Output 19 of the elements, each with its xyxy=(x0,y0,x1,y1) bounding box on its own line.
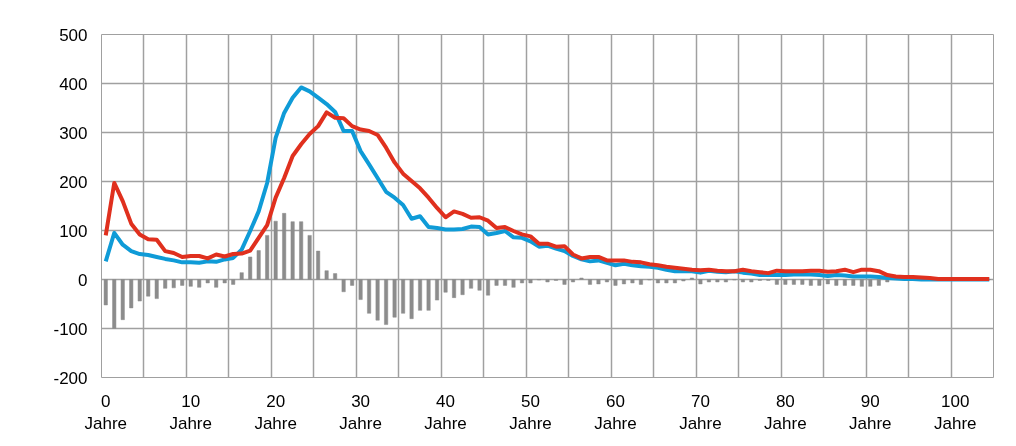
x-tick-label: 20 Jahre xyxy=(254,391,297,434)
y-tick-label: -100 xyxy=(53,319,88,339)
y-tick-label: 0 xyxy=(78,270,88,290)
x-tick-label: 90 Jahre xyxy=(849,391,892,434)
x-tick-label: 50 Jahre xyxy=(509,391,552,434)
y-tick-label: 200 xyxy=(59,172,88,192)
y-tick-label: 400 xyxy=(59,74,88,94)
x-tick-label: 100 Jahre xyxy=(934,391,977,434)
x-tick-label: 30 Jahre xyxy=(339,391,382,434)
y-tick-label: 500 xyxy=(59,25,88,45)
y-tick-label: -200 xyxy=(53,368,88,388)
x-tick-label: 10 Jahre xyxy=(169,391,212,434)
x-tick-label: 0 Jahre xyxy=(84,391,128,434)
x-tick-label: 40 Jahre xyxy=(424,391,467,434)
x-tick-label: 60 Jahre xyxy=(594,391,637,434)
x-tick-label: 80 Jahre xyxy=(764,391,807,434)
y-tick-label: 300 xyxy=(59,123,88,143)
y-tick-label: 100 xyxy=(59,221,88,241)
x-tick-label: 70 Jahre xyxy=(679,391,722,434)
